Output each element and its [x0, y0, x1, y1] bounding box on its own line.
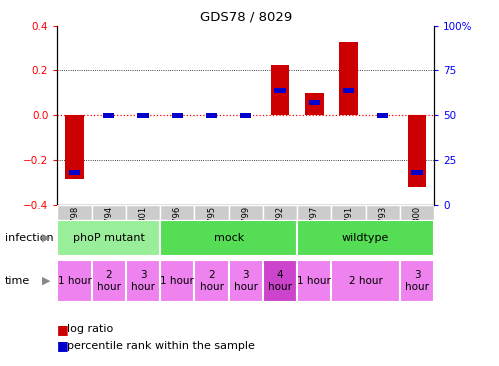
Text: GSM1793: GSM1793	[378, 206, 387, 246]
Text: GSM1801: GSM1801	[139, 206, 148, 246]
Bar	[57, 220, 160, 256]
Bar	[343, 88, 354, 93]
Bar	[305, 93, 324, 115]
Bar	[206, 113, 217, 118]
Text: 2 hour: 2 hour	[349, 276, 383, 286]
Text: percentile rank within the sample: percentile rank within the sample	[67, 341, 255, 351]
Bar	[126, 205, 160, 220]
Bar	[263, 205, 297, 220]
Text: GSM1792: GSM1792	[275, 206, 284, 246]
Bar	[160, 205, 195, 220]
Bar	[160, 220, 297, 256]
Bar	[69, 170, 80, 175]
Bar	[57, 205, 92, 220]
Bar	[65, 115, 84, 179]
Text: GSM1796: GSM1796	[173, 206, 182, 246]
Bar	[172, 113, 183, 118]
Text: ■: ■	[57, 323, 73, 336]
Text: 2
hour: 2 hour	[200, 270, 224, 292]
Bar	[411, 170, 423, 175]
Text: 2
hour: 2 hour	[97, 270, 121, 292]
Text: time: time	[5, 276, 30, 286]
Text: log ratio: log ratio	[67, 324, 114, 335]
Text: 1 hour: 1 hour	[57, 276, 91, 286]
Text: ▶: ▶	[42, 276, 51, 286]
Text: ▶: ▶	[42, 233, 51, 243]
Text: GSM1795: GSM1795	[207, 206, 216, 246]
Bar	[297, 205, 331, 220]
Bar	[229, 260, 263, 302]
Text: 3
hour: 3 hour	[234, 270, 258, 292]
Bar	[366, 205, 400, 220]
Bar	[57, 260, 92, 302]
Text: phoP mutant: phoP mutant	[73, 233, 145, 243]
Text: ■: ■	[57, 339, 73, 352]
Text: 3
hour: 3 hour	[405, 270, 429, 292]
Text: wildtype: wildtype	[342, 233, 389, 243]
Text: mock: mock	[214, 233, 244, 243]
Bar	[297, 220, 434, 256]
Text: GSM1798: GSM1798	[70, 206, 79, 246]
Bar	[92, 205, 126, 220]
Bar	[229, 205, 263, 220]
Bar	[377, 113, 388, 118]
Bar	[297, 260, 331, 302]
Bar	[308, 100, 320, 105]
Bar	[263, 260, 297, 302]
Text: 3
hour: 3 hour	[131, 270, 155, 292]
Bar	[195, 260, 229, 302]
Bar	[408, 115, 427, 187]
Text: 1 hour: 1 hour	[160, 276, 194, 286]
Text: GSM1800: GSM1800	[413, 206, 422, 246]
Bar	[331, 260, 400, 302]
Bar	[240, 113, 251, 118]
Text: GSM1799: GSM1799	[241, 206, 250, 246]
Text: GSM1794: GSM1794	[104, 206, 113, 246]
Title: GDS78 / 8029: GDS78 / 8029	[200, 10, 292, 23]
Bar	[92, 260, 126, 302]
Text: GSM1797: GSM1797	[310, 206, 319, 246]
Bar	[126, 260, 160, 302]
Bar	[160, 260, 195, 302]
Text: 4
hour: 4 hour	[268, 270, 292, 292]
Text: GSM1791: GSM1791	[344, 206, 353, 246]
Bar	[195, 205, 229, 220]
Text: infection: infection	[5, 233, 53, 243]
Bar	[137, 113, 149, 118]
Bar	[270, 65, 289, 115]
Bar	[400, 260, 434, 302]
Bar	[339, 42, 358, 115]
Bar	[103, 113, 114, 118]
Bar	[274, 88, 285, 93]
Bar	[400, 205, 434, 220]
Text: 1 hour: 1 hour	[297, 276, 331, 286]
Bar	[331, 205, 366, 220]
